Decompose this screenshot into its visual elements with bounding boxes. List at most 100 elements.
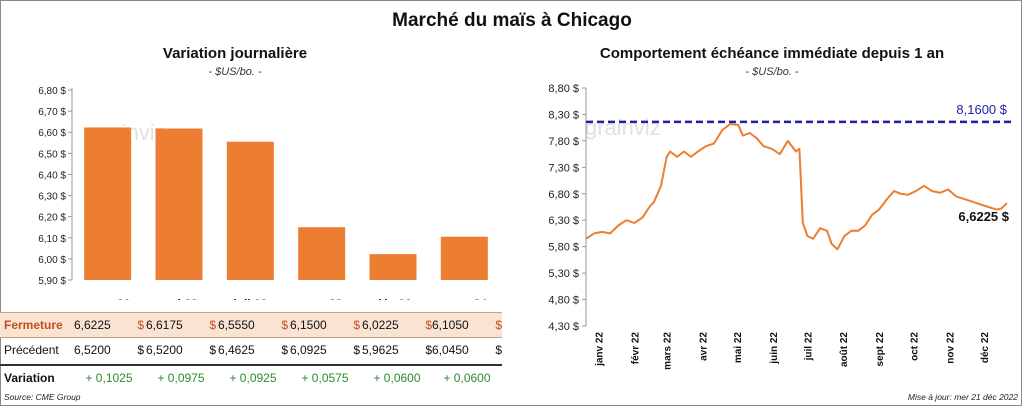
y-tick-label: 7,30 $: [548, 162, 579, 174]
table-cell: 5,9625 $: [362, 343, 432, 357]
row-label: Variation: [4, 371, 55, 385]
x-tick-label: sept 22: [875, 332, 886, 367]
y-tick-label: 4,80 $: [548, 295, 579, 307]
bar: [226, 141, 274, 280]
table-cell: 6,1050 $: [432, 318, 502, 332]
cell-value: 6,6175: [146, 318, 183, 332]
page-title: Marché du maïs à Chicago: [392, 10, 632, 31]
row-label: Précédent: [4, 343, 59, 357]
cell-currency: $: [495, 343, 502, 357]
cell-currency: $: [425, 318, 432, 332]
table-cell: + 0,1025: [85, 371, 133, 385]
table-cell: 6,5550 $: [218, 318, 288, 332]
table-cell: + 0,0575: [301, 371, 349, 385]
y-tick-label: 6,50 $: [38, 149, 66, 160]
cell-value: 6,0925: [290, 343, 327, 357]
bar: [440, 236, 488, 280]
cell-currency: $: [137, 318, 144, 332]
y-tick-label: 6,80 $: [38, 86, 66, 97]
line-chart: grainviz 4,30 $ 4,80 $ 5,30 $ 5,80 $ 6,30 $ 6,…: [548, 83, 1012, 370]
table-cell: 6,6175 $: [146, 318, 216, 332]
table-cell: + 0,0600: [443, 371, 491, 385]
bar: [84, 127, 132, 280]
y-tick-label: 5,30 $: [548, 268, 579, 280]
cell-value: 6,5550: [218, 318, 255, 332]
cell-currency: $: [281, 343, 288, 357]
cell-value: 6,5200: [74, 343, 111, 357]
y-tick-label: 6,70 $: [38, 107, 66, 118]
cell-currency: $: [495, 318, 502, 332]
last-value-label: 6,6225 $: [958, 209, 1009, 224]
bar: [155, 128, 203, 280]
y-tick-label: 6,60 $: [38, 128, 66, 139]
y-tick-label: 6,20 $: [38, 213, 66, 224]
cell-value: 6,1500: [290, 318, 327, 332]
table-cell: 6,6225 $: [74, 318, 144, 332]
cell-value: 6,5200: [146, 343, 183, 357]
right-chart-unit: - $US/bo. -: [745, 66, 799, 78]
table-cell: + 0,0925: [229, 371, 277, 385]
cell-currency: $: [137, 343, 144, 357]
bar: [369, 254, 417, 280]
watermark: grainviz: [585, 115, 661, 140]
y-tick-label: 6,80 $: [548, 189, 579, 201]
x-tick-label: mars 22: [663, 332, 674, 370]
x-tick-label: août 22: [839, 332, 850, 367]
y-tick-label: 6,30 $: [38, 192, 66, 203]
reference-line-label: 8,1600 $: [956, 102, 1007, 117]
table-row: Variation + 0,1025 + 0,0975 + 0,0925 + 0,057…: [0, 364, 502, 390]
x-tick-label: mars 23: [85, 297, 131, 300]
x-tick-label: déc 23: [374, 297, 412, 300]
cell-currency: $: [425, 343, 432, 357]
x-tick-label: nov 22: [945, 332, 956, 364]
cell-value: 6,0450: [432, 343, 469, 357]
left-chart-unit: - $US/bo. -: [208, 66, 262, 78]
bar-chart: grainviz5,90 $6,00 $6,10 $6,20 $6,30 $6,…: [38, 86, 488, 300]
x-tick-label: févr 22: [630, 332, 641, 365]
table-cell: + 0,0975: [157, 371, 205, 385]
y-tick-label: 6,10 $: [38, 234, 66, 245]
table-row: Fermeture 6,6225 $6,6175 $6,5550 $6,1500 $6,0…: [0, 312, 502, 338]
x-tick-label: oct 22: [910, 332, 921, 361]
table-cell: 6,0225 $: [362, 318, 432, 332]
left-chart-title: Variation journalière: [162, 45, 308, 62]
cell-value: 6,4625: [218, 343, 255, 357]
x-tick-label: sept 23: [301, 297, 343, 300]
table-cell: 6,0925 $: [290, 343, 360, 357]
table-row: Précédent 6,5200 $6,5200 $6,4625 $6,0925 $5,9…: [0, 338, 502, 362]
table-cell: 6,5200 $: [74, 343, 144, 357]
y-tick-label: 7,80 $: [548, 136, 579, 148]
table-cell: 6,5200 $: [146, 343, 216, 357]
y-tick-label: 6,00 $: [38, 255, 66, 266]
cell-currency: $: [209, 343, 216, 357]
y-tick-label: 5,90 $: [38, 276, 66, 287]
table-cell: + 0,0600: [373, 371, 421, 385]
x-tick-label: juil 23: [232, 297, 267, 300]
cell-currency: $: [353, 343, 360, 357]
x-tick-label: mai 23: [160, 297, 198, 300]
source-note: Source: CME Group: [4, 392, 81, 402]
update-note: Mise à jour: mer 21 déc 2022: [907, 392, 1018, 402]
cell-currency: $: [281, 318, 288, 332]
price-line: [585, 123, 1008, 251]
x-tick-label: juin 22: [769, 332, 780, 365]
bar: [298, 227, 346, 280]
table-cell: 6,0450 $: [432, 343, 502, 357]
y-tick-label: 6,40 $: [38, 170, 66, 181]
y-tick-label: 8,30 $: [548, 109, 579, 121]
cell-value: 6,1050: [432, 318, 469, 332]
cell-value: 5,9625: [362, 343, 399, 357]
right-chart-title: Comportement échéance immédiate depuis 1…: [599, 45, 945, 62]
table-cell: 6,4625 $: [218, 343, 288, 357]
cell-currency: $: [353, 318, 360, 332]
table-cell: 6,1500 $: [290, 318, 360, 332]
cell-value: 6,0225: [362, 318, 399, 332]
cell-currency: $: [209, 318, 216, 332]
y-tick-label: 6,30 $: [548, 215, 579, 227]
y-tick-label: 4,30 $: [548, 321, 579, 333]
x-tick-label: mai 22: [733, 332, 744, 364]
x-tick-label: déc 22: [980, 332, 991, 364]
x-tick-label: avr 22: [698, 332, 709, 361]
x-tick-label: juil 22: [803, 332, 814, 362]
